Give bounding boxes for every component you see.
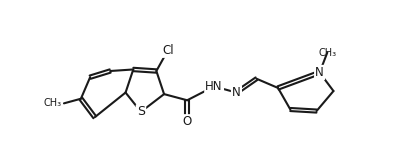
Text: HN: HN: [206, 80, 223, 93]
Text: N: N: [232, 86, 241, 99]
Text: CH₃: CH₃: [44, 98, 62, 108]
Text: Cl: Cl: [162, 44, 174, 57]
Text: O: O: [182, 115, 192, 128]
Text: S: S: [137, 105, 145, 118]
Text: N: N: [315, 66, 324, 79]
Text: CH₃: CH₃: [318, 48, 336, 58]
